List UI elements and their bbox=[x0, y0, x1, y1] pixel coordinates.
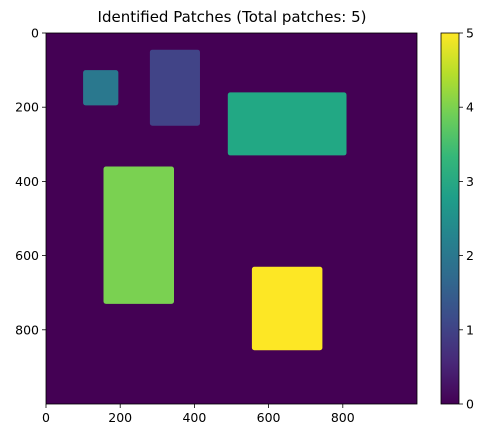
patch-2 bbox=[83, 70, 119, 106]
colorbar-tick-label: 2 bbox=[466, 248, 474, 263]
colorbar-gradient bbox=[440, 32, 460, 405]
y-tick-label: 0 bbox=[31, 26, 39, 41]
x-tick-label: 800 bbox=[331, 410, 355, 425]
y-tick-label: 600 bbox=[15, 248, 39, 263]
plot-frame bbox=[45, 32, 418, 405]
patch-5 bbox=[251, 266, 323, 351]
y-tick-label: 400 bbox=[15, 174, 39, 189]
axes: 0 200 400 600 800 0 200 400 600 800 bbox=[15, 26, 418, 425]
colorbar-tick-label: 0 bbox=[466, 397, 474, 412]
y-tick-label: 800 bbox=[15, 322, 39, 337]
colorbar-tick-label: 3 bbox=[466, 174, 474, 189]
x-tick-label: 400 bbox=[182, 410, 206, 425]
patch-4 bbox=[103, 166, 174, 304]
x-tick-label: 0 bbox=[42, 410, 50, 425]
colorbar: 0 1 2 3 4 5 bbox=[440, 26, 474, 412]
x-tick-label: 600 bbox=[257, 410, 281, 425]
colorbar-tick-label: 1 bbox=[466, 322, 474, 337]
colorbar-tick-label: 4 bbox=[466, 100, 474, 115]
chart-title: Identified Patches (Total patches: 5) bbox=[98, 8, 367, 26]
colorbar-tick-label: 5 bbox=[466, 26, 474, 41]
x-tick-label: 200 bbox=[108, 410, 132, 425]
image-area bbox=[46, 33, 417, 404]
patch-1 bbox=[149, 49, 200, 126]
y-tick-label: 200 bbox=[15, 100, 39, 115]
patch-3 bbox=[227, 92, 347, 156]
